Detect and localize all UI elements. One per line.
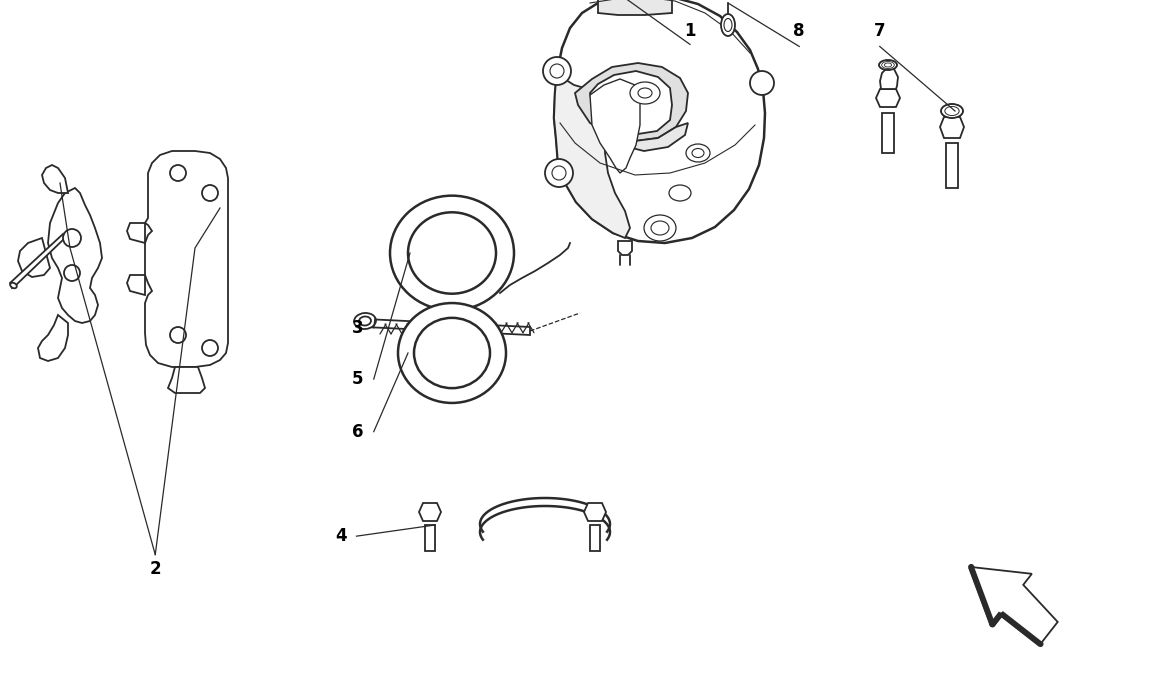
Circle shape (63, 229, 80, 247)
Polygon shape (43, 165, 68, 193)
Text: 3: 3 (352, 319, 363, 337)
Polygon shape (145, 151, 228, 367)
Polygon shape (880, 67, 898, 89)
Ellipse shape (359, 316, 371, 326)
Circle shape (170, 327, 186, 343)
Ellipse shape (354, 313, 376, 329)
Circle shape (545, 159, 573, 187)
Polygon shape (18, 238, 49, 277)
Polygon shape (426, 525, 435, 551)
Polygon shape (946, 143, 958, 188)
Ellipse shape (414, 318, 490, 388)
Ellipse shape (687, 144, 710, 162)
Polygon shape (590, 71, 672, 134)
Circle shape (64, 265, 81, 281)
Circle shape (552, 166, 566, 180)
Circle shape (202, 340, 218, 356)
Polygon shape (882, 113, 894, 153)
Polygon shape (365, 319, 530, 335)
Polygon shape (554, 69, 630, 238)
Polygon shape (168, 367, 205, 393)
Text: 2: 2 (150, 559, 161, 578)
Polygon shape (419, 503, 440, 521)
Ellipse shape (721, 14, 735, 36)
Ellipse shape (10, 283, 17, 288)
Ellipse shape (390, 195, 514, 310)
Polygon shape (598, 0, 672, 15)
Text: 1: 1 (684, 22, 696, 40)
Text: 8: 8 (793, 22, 805, 40)
Polygon shape (972, 567, 1058, 644)
Text: 6: 6 (352, 423, 363, 441)
Text: 4: 4 (336, 527, 347, 545)
Polygon shape (554, 0, 765, 243)
Polygon shape (610, 123, 688, 151)
Polygon shape (126, 275, 145, 295)
Polygon shape (48, 188, 102, 323)
Circle shape (202, 185, 218, 201)
Ellipse shape (630, 82, 660, 104)
Ellipse shape (408, 212, 496, 294)
Circle shape (543, 57, 572, 85)
Polygon shape (590, 79, 641, 173)
Circle shape (550, 64, 564, 78)
Ellipse shape (669, 185, 691, 201)
Circle shape (750, 71, 774, 95)
Circle shape (170, 165, 186, 181)
Ellipse shape (879, 60, 897, 70)
Ellipse shape (651, 221, 669, 235)
Polygon shape (153, 153, 223, 235)
Text: 7: 7 (874, 22, 886, 40)
Ellipse shape (692, 148, 704, 158)
Polygon shape (590, 525, 600, 551)
Ellipse shape (638, 88, 652, 98)
Polygon shape (10, 234, 66, 288)
Polygon shape (126, 223, 145, 243)
Ellipse shape (941, 104, 963, 118)
Polygon shape (575, 63, 688, 141)
Polygon shape (38, 315, 68, 361)
Ellipse shape (398, 303, 506, 403)
Ellipse shape (724, 18, 733, 31)
Polygon shape (876, 89, 900, 107)
Text: 5: 5 (352, 370, 363, 388)
Polygon shape (940, 117, 964, 138)
Polygon shape (618, 241, 633, 255)
Polygon shape (584, 503, 606, 521)
Ellipse shape (644, 215, 676, 241)
